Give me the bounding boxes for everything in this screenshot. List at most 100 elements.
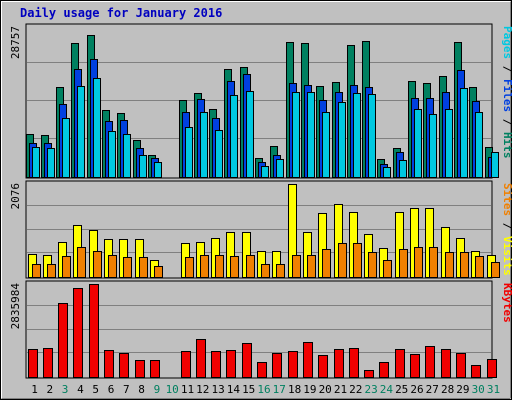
pages-bar-day-7 xyxy=(123,134,131,178)
pages-bar-day-17 xyxy=(276,159,284,178)
sites-bar-day-15 xyxy=(246,255,255,278)
pages-bar-day-3 xyxy=(62,118,70,178)
legend-item: Visits xyxy=(501,236,512,276)
kbytes-bar-day-25 xyxy=(395,349,405,378)
day-label-18: 18 xyxy=(288,383,301,396)
legend-item: Files xyxy=(501,79,512,112)
panel-visits-sites: 2076 Sites / Visits xyxy=(9,180,512,279)
kbytes-bar-day-31 xyxy=(487,359,497,378)
scale-max-label: 2076 xyxy=(9,183,22,210)
kbytes-bar-day-12 xyxy=(196,339,206,378)
sites-bar-day-9 xyxy=(154,266,163,278)
kbytes-bar-day-17 xyxy=(272,353,282,378)
day-label-10: 10 xyxy=(166,383,179,396)
pages-bar-day-23 xyxy=(368,94,376,178)
pages-bar-day-14 xyxy=(230,95,238,178)
sites-bar-day-12 xyxy=(200,255,209,278)
day-label-24: 24 xyxy=(380,383,394,396)
series-legend: KBytes xyxy=(501,283,512,323)
legend-item: / xyxy=(501,59,512,79)
kbytes-bar-day-20 xyxy=(318,355,328,378)
kbytes-bar-day-22 xyxy=(349,348,359,378)
pages-bar-day-24 xyxy=(383,167,391,178)
sites-bar-day-5 xyxy=(93,251,102,278)
sites-bar-day-6 xyxy=(108,255,117,278)
pages-bar-day-6 xyxy=(108,131,116,178)
pages-bar-day-20 xyxy=(322,112,330,178)
kbytes-bar-day-30 xyxy=(471,365,481,378)
pages-bar-day-26 xyxy=(414,109,422,178)
sites-bar-day-1 xyxy=(32,264,41,278)
pages-bar-day-15 xyxy=(246,91,254,178)
day-label-15: 15 xyxy=(242,383,255,396)
pages-bar-day-19 xyxy=(307,92,315,178)
sites-bar-day-23 xyxy=(368,252,377,278)
pages-bar-day-1 xyxy=(32,147,40,178)
kbytes-bar-day-13 xyxy=(211,351,221,378)
sites-bar-day-18 xyxy=(292,255,301,278)
sites-bar-day-17 xyxy=(276,264,285,278)
day-label-13: 13 xyxy=(211,383,224,396)
kbytes-bar-day-28 xyxy=(441,349,451,378)
sites-bar-day-13 xyxy=(215,255,224,278)
pages-bar-day-31 xyxy=(491,152,499,178)
chart-panels: 28757 Pages / Files / Hits 2076 Sites / Vis… xyxy=(9,23,512,379)
pages-bar-day-12 xyxy=(200,112,208,178)
day-label-6: 6 xyxy=(108,383,115,396)
sites-bar-day-24 xyxy=(383,260,392,278)
sites-bar-day-14 xyxy=(230,256,239,278)
pages-bar-day-22 xyxy=(353,93,361,178)
sites-bar-day-4 xyxy=(77,247,86,278)
scale-max-label: 2835984 xyxy=(9,283,22,330)
x-axis-day-labels: 1 2 3 4 5 6 7 8 9 10 11 12 13 14 15 16 17 18 19 20 21 22 23 24 2… xyxy=(31,383,500,396)
day-label-21: 21 xyxy=(334,383,347,396)
legend-item: / xyxy=(501,216,512,236)
pages-bar-day-27 xyxy=(429,114,437,178)
day-label-7: 7 xyxy=(123,383,130,396)
sites-bar-day-8 xyxy=(139,257,148,278)
pages-bar-day-13 xyxy=(215,130,223,178)
kbytes-bar-day-19 xyxy=(303,342,313,378)
day-label-14: 14 xyxy=(227,383,241,396)
kbytes-bar-day-14 xyxy=(226,350,236,378)
kbytes-bar-day-27 xyxy=(425,346,435,378)
sites-bar-day-7 xyxy=(123,257,132,278)
kbytes-bar-day-4 xyxy=(73,288,83,378)
kbytes-bar-day-9 xyxy=(150,360,160,378)
sites-bar-day-16 xyxy=(261,264,270,278)
sites-bar-day-30 xyxy=(475,256,484,278)
chart-title: Daily usage for January 2016 xyxy=(20,6,222,20)
day-label-22: 22 xyxy=(349,383,362,396)
sites-bar-day-2 xyxy=(47,264,56,278)
sites-bar-day-20 xyxy=(322,249,331,278)
sites-bar-day-11 xyxy=(185,257,194,278)
day-label-26: 26 xyxy=(410,383,423,396)
kbytes-bar-day-16 xyxy=(257,362,267,378)
day-label-5: 5 xyxy=(92,383,99,396)
kbytes-bar-day-21 xyxy=(334,349,344,378)
day-label-29: 29 xyxy=(456,383,469,396)
sites-bar-day-31 xyxy=(491,262,500,278)
day-label-23: 23 xyxy=(364,383,377,396)
day-label-27: 27 xyxy=(426,383,439,396)
sites-bar-day-19 xyxy=(307,255,316,278)
scale-max-label: 28757 xyxy=(9,26,22,59)
sites-bar-day-25 xyxy=(399,249,408,278)
legend-item: Pages xyxy=(501,26,512,59)
kbytes-bar-day-8 xyxy=(135,360,145,378)
day-label-4: 4 xyxy=(77,383,84,396)
sites-bar-day-21 xyxy=(338,243,347,278)
legend-item: Sites xyxy=(501,183,512,216)
legend-item: Hits xyxy=(501,132,512,159)
legend-item: / xyxy=(501,112,512,132)
sites-bar-day-26 xyxy=(414,247,423,278)
day-label-1: 1 xyxy=(31,383,38,396)
pages-bar-day-8 xyxy=(139,155,147,178)
kbytes-bar-day-5 xyxy=(89,284,99,378)
sites-bar-day-29 xyxy=(460,252,469,278)
pages-bar-day-21 xyxy=(338,102,346,178)
day-label-2: 2 xyxy=(46,383,53,396)
day-label-31: 31 xyxy=(487,383,500,396)
sites-bar-day-3 xyxy=(62,256,71,278)
